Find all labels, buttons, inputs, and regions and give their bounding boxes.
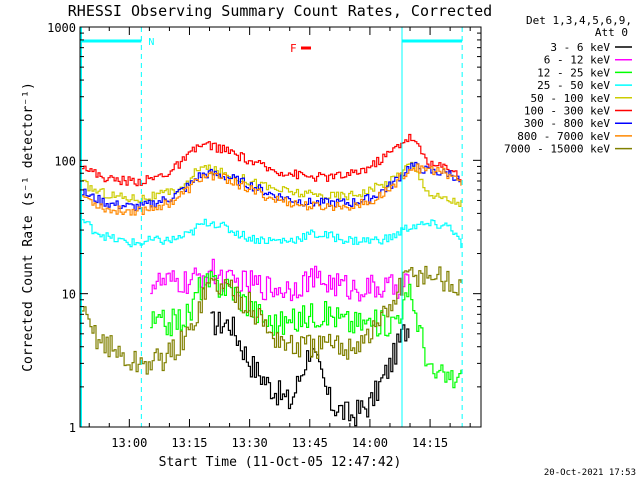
series-line-5 xyxy=(82,133,462,187)
legend-label: 300 - 800 keV xyxy=(524,117,610,130)
y-tick-label: 10 xyxy=(62,288,76,302)
y-tick-label: 100 xyxy=(54,154,76,168)
x-tick-label: 14:00 xyxy=(352,436,388,450)
y-tick-label: 1000 xyxy=(47,21,76,35)
series-line-1 xyxy=(150,258,410,302)
flag-f-label: F xyxy=(290,42,297,55)
legend-label: 50 - 100 keV xyxy=(531,92,611,105)
legend-label: 800 - 7000 keV xyxy=(517,130,610,143)
legend-label: 7000 - 15000 keV xyxy=(504,143,610,156)
x-tick-label: 14:15 xyxy=(412,436,448,450)
y-tick-label: 1 xyxy=(69,421,76,435)
flag-n-label: N xyxy=(148,37,154,48)
x-axis-title: Start Time (11-Oct-05 12:47:42) xyxy=(159,455,402,470)
legend-label: 25 - 50 keV xyxy=(537,79,610,92)
series-line-4 xyxy=(82,161,462,207)
axis-ticks xyxy=(80,27,481,427)
legend-label: 6 - 12 keV xyxy=(544,54,611,67)
plot-frame xyxy=(79,26,482,428)
x-tick-label: 13:15 xyxy=(171,436,207,450)
series-group xyxy=(82,133,462,427)
legend-label: 12 - 25 keV xyxy=(537,66,610,79)
series-line-3 xyxy=(82,218,462,249)
legend-header-line1: Det 1,3,4,5,6,9, xyxy=(526,14,632,27)
footer-timestamp: 20-Oct-2021 17:53 xyxy=(544,468,636,478)
y-axis-title: Corrected Count Rate (s⁻¹ detector⁻¹) xyxy=(21,82,36,372)
x-tick-label: 13:30 xyxy=(232,436,268,450)
series-line-7 xyxy=(82,163,462,216)
x-axis-tick-labels: 13:00 13:15 13:30 13:45 14:00 14:15 xyxy=(111,436,448,450)
legend-label: 100 - 300 keV xyxy=(524,105,610,118)
x-tick-label: 13:00 xyxy=(111,436,147,450)
legend-label: 3 - 6 keV xyxy=(550,41,610,54)
chart-title: RHESSI Observing Summary Count Rates, Co… xyxy=(68,2,492,20)
legend-header-line2: Att 0 xyxy=(595,26,628,39)
series-line-8 xyxy=(82,265,462,375)
series-line-0 xyxy=(210,311,410,427)
x-tick-label: 13:45 xyxy=(292,436,328,450)
y-axis-tick-labels: 1 10 100 1000 xyxy=(47,21,76,435)
